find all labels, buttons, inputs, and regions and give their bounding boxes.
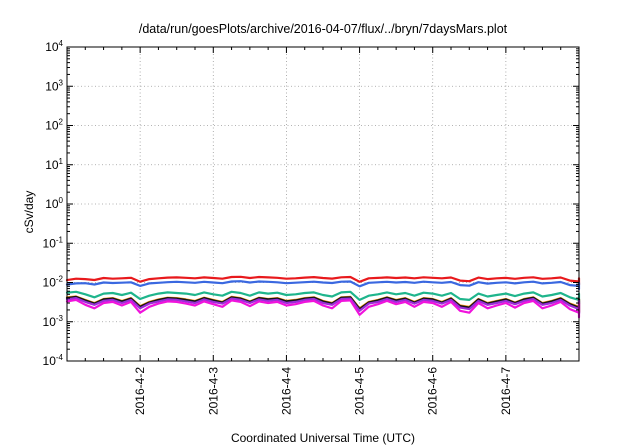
plot-area: [65, 275, 581, 319]
y-tick-label: 10-1: [43, 235, 64, 250]
x-tick-label: 2016-4-7: [499, 367, 513, 415]
grid: [67, 47, 579, 361]
y-axis-label: cSv/day: [22, 191, 36, 234]
y-tick-label: 101: [45, 157, 63, 172]
series-line-2: [65, 280, 581, 291]
y-tick-label: 102: [45, 118, 63, 133]
y-tick-label: 10-4: [43, 353, 64, 368]
x-tick-label: 2016-4-5: [353, 367, 367, 415]
y-tick-label: 10-2: [43, 275, 64, 290]
y-tick-label: 100: [45, 196, 63, 211]
chart-title: /data/run/goesPlots/archive/2016-04-07/f…: [139, 22, 508, 36]
y-tick-label: 103: [45, 78, 63, 93]
y-tick-label: 104: [45, 39, 63, 54]
x-axis: 2016-4-2 2016-4-3 2016-4-4 2016-4-5 2016-4-6…: [84, 47, 562, 415]
x-tick-label: 2016-4-3: [206, 367, 220, 415]
x-tick-label: 2016-4-6: [426, 367, 440, 415]
y-tick-label: 10-3: [43, 314, 64, 329]
y-axis: 10-4 10-3 10-2 10-1 100 101 102 103 104: [43, 39, 579, 368]
x-tick-label: 2016-4-4: [279, 367, 293, 415]
x-tick-label: 2016-4-2: [133, 367, 147, 415]
x-axis-label: Coordinated Universal Time (UTC): [231, 431, 415, 445]
